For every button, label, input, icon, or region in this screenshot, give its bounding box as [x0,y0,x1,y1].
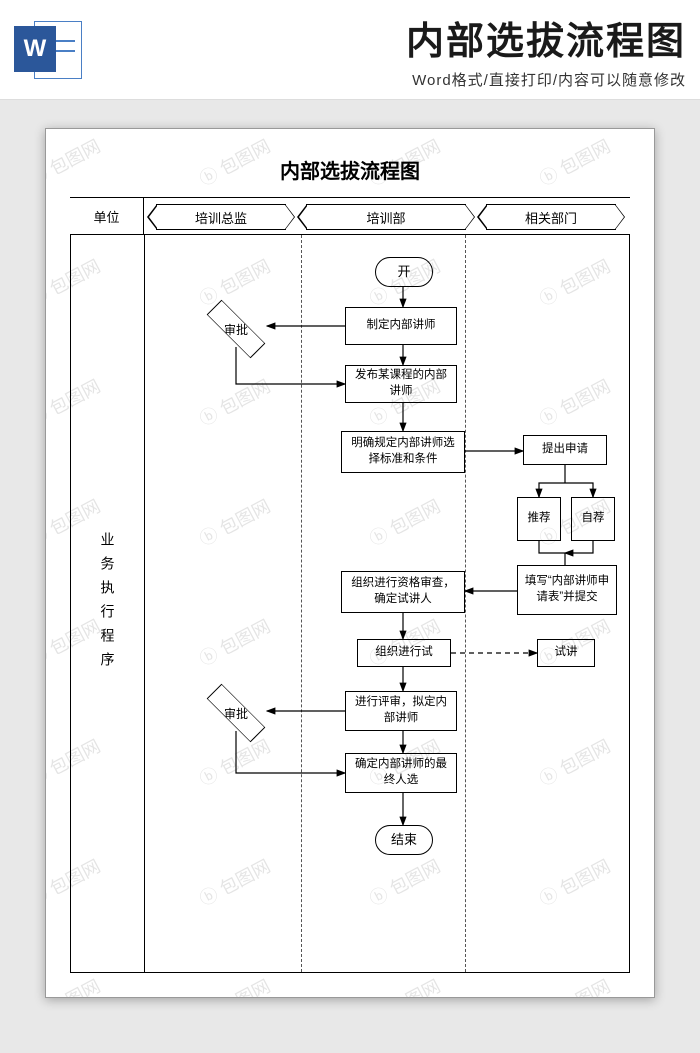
watermark-text: ⓑ 包图网 [534,972,614,997]
lane-header-培训部: 培训部 [306,204,466,230]
flow-node-n8: 组织进行试 [357,639,451,667]
flow-node-n5b: 自荐 [571,497,615,541]
flow-node-n3: 明确规定内部讲师选择标准和条件 [341,431,465,473]
flow-node-n6: 填写“内部讲师申请表”并提交 [517,565,617,615]
edge-n4-split [539,465,593,497]
banner-title: 内部选拔流程图 [96,10,686,65]
lane-header-相关部门: 相关部门 [486,204,616,230]
flow-node-n7: 组织进行资格审查，确定试讲人 [341,571,465,613]
flowchart-area: 开制定内部讲师审批发布某课程的内部讲师明确规定内部讲师选择标准和条件提出申请推荐… [145,235,629,972]
flow-node-n10: 确定内部讲师的最终人选 [345,753,457,793]
doc-title: 内部选拔流程图 [46,129,654,198]
flow-node-end: 结束 [375,825,433,855]
template-banner: W 内部选拔流程图 Word格式/直接打印/内容可以随意修改 [0,0,700,100]
swimlane-header: 单位 培训总监培训部相关部门 [70,197,630,235]
banner-subtitle: Word格式/直接打印/内容可以随意修改 [96,69,686,90]
unit-label: 单位 [70,198,144,234]
flow-node-n8r: 试讲 [537,639,595,667]
flow-node-n5a: 推荐 [517,497,561,541]
swimlane-body: 业务执行程序 开制定内部讲师审批发布某课程的内部讲师明确规定内部讲师选择标准和条… [70,235,630,973]
edge-n5-n6 [539,541,593,565]
flow-node-n2: 发布某课程的内部讲师 [345,365,457,403]
lane-header-培训总监: 培训总监 [156,204,286,230]
word-icon: W [14,16,82,84]
flow-node-n1: 制定内部讲师 [345,307,457,345]
flow-node-d1: 审批 [205,311,267,347]
flow-node-n4: 提出申请 [523,435,607,465]
flow-node-d2: 审批 [205,695,267,731]
watermark-text: ⓑ 包图网 [364,972,444,997]
watermark-text: ⓑ 包图网 [194,972,274,997]
flow-node-n9: 进行评审，拟定内部讲师 [345,691,457,731]
document-page: 内部选拔流程图 单位 培训总监培训部相关部门 业务执行程序 开制定内部讲师审批发… [45,128,655,998]
row-label: 业务执行程序 [71,235,145,972]
flow-node-start: 开 [375,257,433,287]
watermark-text: ⓑ 包图网 [46,972,105,997]
